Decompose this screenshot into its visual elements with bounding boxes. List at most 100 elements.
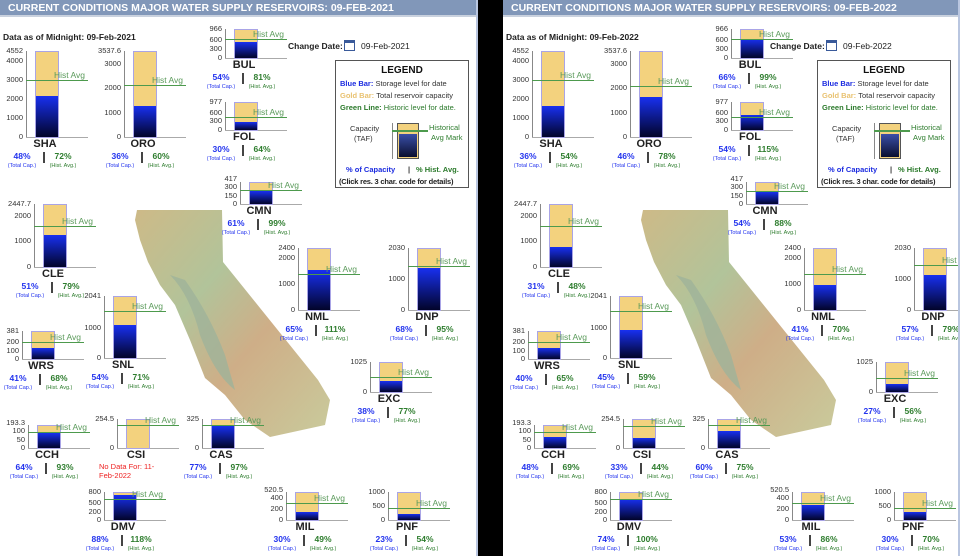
reservoir-code-link[interactable]: CLE <box>42 268 64 280</box>
calendar-icon[interactable] <box>826 40 837 51</box>
total-cap-label: (Total Cap.) <box>591 546 621 552</box>
y-axis <box>630 51 631 138</box>
storage-bar <box>114 324 136 358</box>
reservoir-code-link[interactable]: CLE <box>548 268 570 280</box>
reservoir-code-link[interactable]: NML <box>811 311 835 323</box>
reservoir-code-link[interactable]: CAS <box>715 449 739 461</box>
reservoir-code-link[interactable]: WRS <box>534 360 560 372</box>
hist-avg-sub-label: (Hist. Avg.) <box>937 336 958 342</box>
reservoir-code-link[interactable]: DMV <box>110 521 136 533</box>
pct-capacity: 57% <box>901 324 919 334</box>
reservoir-code-link[interactable]: FOL <box>739 131 761 143</box>
reservoir-code-link[interactable]: MIL <box>801 521 821 533</box>
pct-hist-avg: 78% <box>658 151 676 161</box>
reservoir-code-link[interactable]: EXC <box>883 393 907 405</box>
legend-green: Green Line: Historic level for date. <box>340 103 468 112</box>
legend-separator: | <box>408 165 411 174</box>
total-cap-label: (Total Cap.) <box>773 546 803 552</box>
axis-tick-label: 500 <box>88 497 101 507</box>
total-cap-label: (Total Cap.) <box>206 84 236 90</box>
axis-tick-label: 0 <box>362 387 367 396</box>
reservoir-code-link[interactable]: SHA <box>539 138 563 150</box>
separator <box>425 325 427 336</box>
reservoir-code-link[interactable]: CCH <box>35 449 59 461</box>
hist-avg-line <box>540 226 602 228</box>
axis-tick-label: 325 <box>186 414 199 423</box>
total-cap-label: (Total Cap.) <box>9 474 39 480</box>
axis-tick-label: 325 <box>692 414 705 423</box>
reservoir-code-link[interactable]: SHA <box>33 138 57 150</box>
reservoir-code-link[interactable]: CAS <box>209 449 233 461</box>
axis-tick-label: 1000 <box>784 279 801 289</box>
pct-hist-avg: 95% <box>436 324 454 334</box>
date-value[interactable]: 09-Feb-2022 <box>843 41 892 51</box>
reservoir-code-link[interactable]: DMV <box>616 521 642 533</box>
reservoir-code-link[interactable]: CSI <box>632 449 652 461</box>
pct-hist-avg: 70% <box>832 324 850 334</box>
separator <box>303 535 305 546</box>
axis-tick-label: 150 <box>730 190 743 200</box>
pct-hist-avg: 54% <box>560 151 578 161</box>
reservoir-code-link[interactable]: PNF <box>902 521 924 533</box>
pct-capacity: 54% <box>733 218 751 228</box>
pct-hist-avg: 70% <box>922 534 940 544</box>
reservoir-code-link[interactable]: SNL <box>618 359 640 371</box>
hist-avg-label: Hist Avg <box>904 367 936 378</box>
hist-avg-line <box>792 502 854 504</box>
date-value[interactable]: 09-Feb-2021 <box>361 41 410 51</box>
axis-tick-label: 0 <box>26 262 31 271</box>
storage-bar <box>296 511 318 520</box>
axis-tick-label: 977 <box>209 97 222 106</box>
pct-hist-avg: 118% <box>130 534 152 544</box>
reservoir-code-link[interactable]: BUL <box>232 59 256 71</box>
calendar-icon[interactable] <box>344 40 355 51</box>
axis-tick-label: 966 <box>715 24 728 33</box>
reservoir-code-link[interactable]: CSI <box>126 449 146 461</box>
pct-capacity: 33% <box>610 462 628 472</box>
legend-hist-mark: Historical <box>911 123 942 132</box>
y-axis <box>610 296 611 359</box>
separator <box>627 373 629 384</box>
reservoir-code-link[interactable]: CCH <box>541 449 565 461</box>
hist-avg-sub-label: (Hist. Avg.) <box>431 336 459 342</box>
hist-avg-label: Hist Avg <box>651 416 683 427</box>
reservoir-code-link[interactable]: DNP <box>415 311 439 323</box>
california-map <box>135 210 330 437</box>
pct-hist-avg: 111% <box>324 324 346 334</box>
reservoir-code-link[interactable]: EXC <box>377 393 401 405</box>
hist-avg-line <box>298 273 360 275</box>
storage-bar <box>544 436 566 448</box>
hist-avg-sub-label: (Hist. Avg.) <box>45 385 73 391</box>
storage-bar <box>633 438 655 448</box>
reservoir-code-link[interactable]: ORO <box>636 138 662 150</box>
reservoir-code-link[interactable]: DNP <box>921 311 945 323</box>
reservoir-code-link[interactable]: NML <box>305 311 329 323</box>
pct-capacity: 54% <box>91 372 109 382</box>
axis-tick-label: 0 <box>868 387 873 396</box>
reservoir-code-link[interactable]: PNF <box>396 521 418 533</box>
separator <box>647 152 649 163</box>
reservoir-code-link[interactable]: ORO <box>130 138 156 150</box>
axis-tick-label: 0 <box>194 443 199 452</box>
pct-capacity: 60% <box>695 462 713 472</box>
reservoir-code-link[interactable]: CMN <box>752 205 778 217</box>
reservoir-code-link[interactable]: SNL <box>112 359 134 371</box>
legend-text: Storage level for date <box>857 79 929 88</box>
reservoir-code-link[interactable]: CMN <box>246 205 272 217</box>
hist-avg-sub-label: (Hist. Avg.) <box>633 546 661 552</box>
pct-hist-avg: 86% <box>820 534 838 544</box>
reservoir-code-link[interactable]: BUL <box>738 59 762 71</box>
storage-bar <box>542 106 564 137</box>
hist-avg-sub-label: (Hist. Avg.) <box>248 156 276 162</box>
axis-tick-label: 4000 <box>6 56 23 66</box>
reservoir-code-link[interactable]: WRS <box>28 360 54 372</box>
axis-tick-label: 2000 <box>278 253 295 263</box>
reservoir-code-link[interactable]: FOL <box>233 131 255 143</box>
hist-avg-sub-label: (Hist. Avg.) <box>411 546 439 552</box>
reservoir-code-link[interactable]: MIL <box>295 521 315 533</box>
hist-avg-line <box>804 273 866 275</box>
legend-hist-mark-2: Avg Mark <box>913 133 945 142</box>
hist-avg-line <box>534 432 596 433</box>
separator <box>219 463 221 474</box>
total-cap-label: (Total Cap.) <box>267 546 297 552</box>
